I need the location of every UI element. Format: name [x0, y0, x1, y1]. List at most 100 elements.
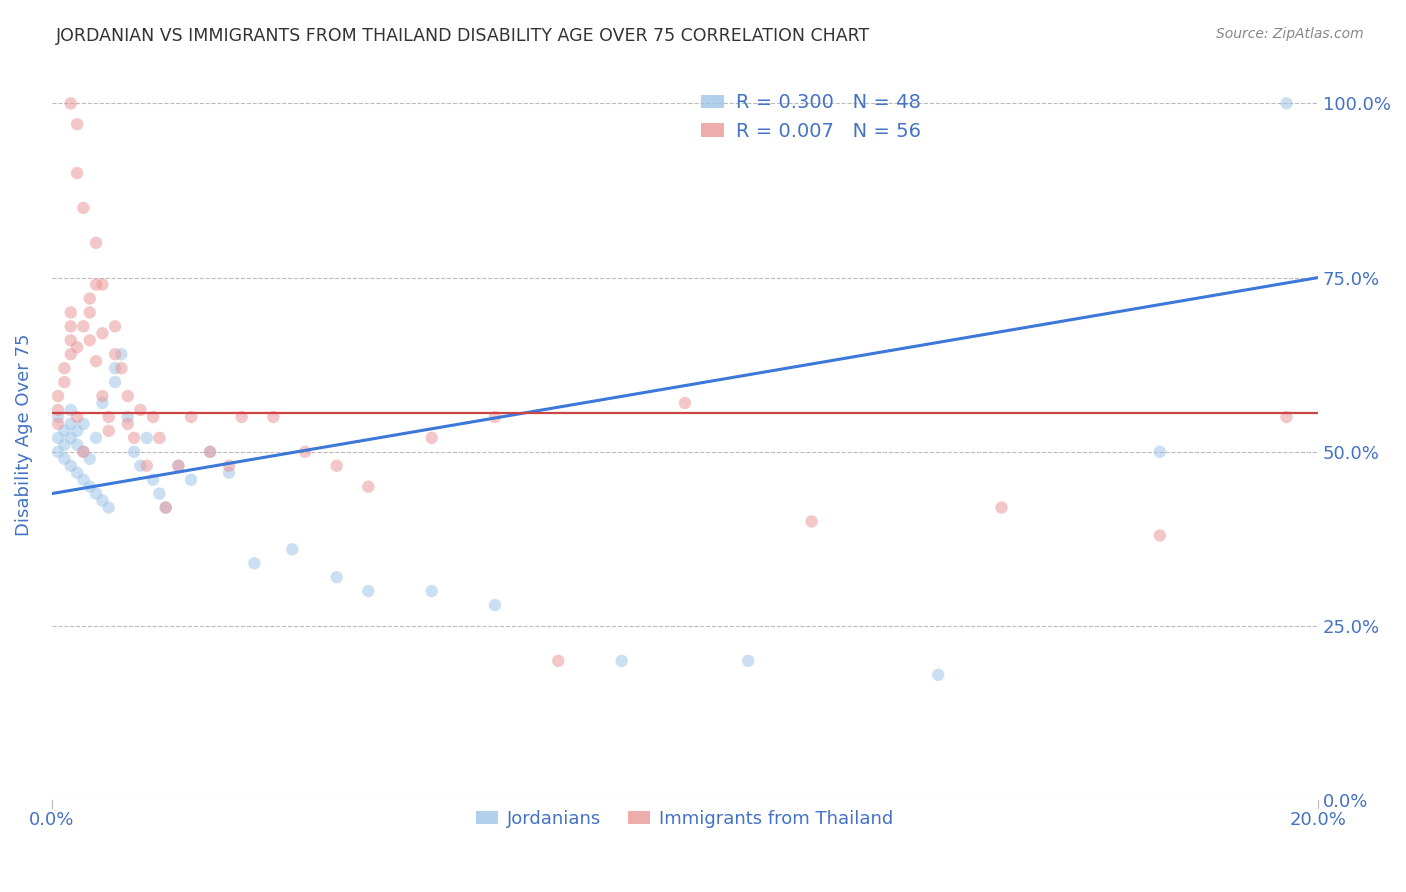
Text: Source: ZipAtlas.com: Source: ZipAtlas.com	[1216, 27, 1364, 41]
Point	[84, 486, 107, 500]
Point	[218, 466, 240, 480]
Y-axis label: Disability Age Over 75: Disability Age Over 75	[15, 333, 32, 535]
Point	[97, 424, 120, 438]
Point	[198, 444, 221, 458]
Point	[610, 654, 633, 668]
Point	[484, 409, 506, 424]
Point	[117, 417, 139, 431]
Point	[325, 570, 347, 584]
Point	[1149, 444, 1171, 458]
Point	[72, 319, 94, 334]
Point	[53, 361, 76, 376]
Point	[66, 117, 89, 131]
Point	[1275, 96, 1298, 111]
Point	[72, 444, 94, 458]
Point	[110, 347, 132, 361]
Point	[167, 458, 190, 473]
Point	[122, 431, 145, 445]
Point	[46, 403, 69, 417]
Point	[104, 347, 127, 361]
Point	[59, 347, 82, 361]
Point	[72, 201, 94, 215]
Point	[46, 444, 69, 458]
Point	[66, 424, 89, 438]
Point	[262, 409, 284, 424]
Point	[800, 515, 823, 529]
Point	[59, 431, 82, 445]
Point	[148, 431, 170, 445]
Point	[122, 444, 145, 458]
Point	[420, 431, 443, 445]
Point	[59, 403, 82, 417]
Point	[79, 451, 101, 466]
Point	[79, 480, 101, 494]
Point	[129, 403, 152, 417]
Point	[66, 466, 89, 480]
Point	[155, 500, 177, 515]
Point	[357, 584, 380, 599]
Point	[104, 361, 127, 376]
Point	[59, 319, 82, 334]
Point	[97, 409, 120, 424]
Point	[420, 584, 443, 599]
Point	[53, 451, 76, 466]
Point	[84, 354, 107, 368]
Point	[59, 96, 82, 111]
Point	[927, 667, 949, 681]
Point	[97, 500, 120, 515]
Point	[72, 444, 94, 458]
Text: JORDANIAN VS IMMIGRANTS FROM THAILAND DISABILITY AGE OVER 75 CORRELATION CHART: JORDANIAN VS IMMIGRANTS FROM THAILAND DI…	[56, 27, 870, 45]
Point	[231, 409, 253, 424]
Point	[484, 598, 506, 612]
Point	[142, 409, 165, 424]
Point	[129, 458, 152, 473]
Point	[84, 235, 107, 250]
Point	[218, 458, 240, 473]
Point	[104, 375, 127, 389]
Point	[135, 431, 157, 445]
Legend: Jordanians, Immigrants from Thailand: Jordanians, Immigrants from Thailand	[470, 803, 901, 835]
Point	[117, 389, 139, 403]
Point	[84, 431, 107, 445]
Point	[66, 409, 89, 424]
Point	[66, 340, 89, 354]
Point	[46, 417, 69, 431]
Point	[46, 389, 69, 403]
Point	[66, 166, 89, 180]
Point	[59, 417, 82, 431]
Point	[325, 458, 347, 473]
Point	[110, 361, 132, 376]
Point	[198, 444, 221, 458]
Point	[180, 473, 202, 487]
Point	[84, 277, 107, 292]
Point	[281, 542, 304, 557]
Point	[53, 438, 76, 452]
Point	[79, 305, 101, 319]
Point	[72, 473, 94, 487]
Point	[357, 480, 380, 494]
Point	[737, 654, 759, 668]
Point	[91, 493, 114, 508]
Point	[243, 556, 266, 570]
Point	[59, 305, 82, 319]
Point	[53, 375, 76, 389]
Point	[91, 326, 114, 341]
Point	[135, 458, 157, 473]
Point	[547, 654, 569, 668]
Point	[104, 319, 127, 334]
Point	[46, 409, 69, 424]
Point	[180, 409, 202, 424]
Point	[148, 486, 170, 500]
Point	[167, 458, 190, 473]
Point	[59, 333, 82, 347]
Point	[294, 444, 316, 458]
Point	[1149, 528, 1171, 542]
Point	[59, 458, 82, 473]
Point	[91, 277, 114, 292]
Point	[79, 292, 101, 306]
Point	[142, 473, 165, 487]
Point	[72, 417, 94, 431]
Point	[66, 438, 89, 452]
Point	[53, 424, 76, 438]
Point	[990, 500, 1012, 515]
